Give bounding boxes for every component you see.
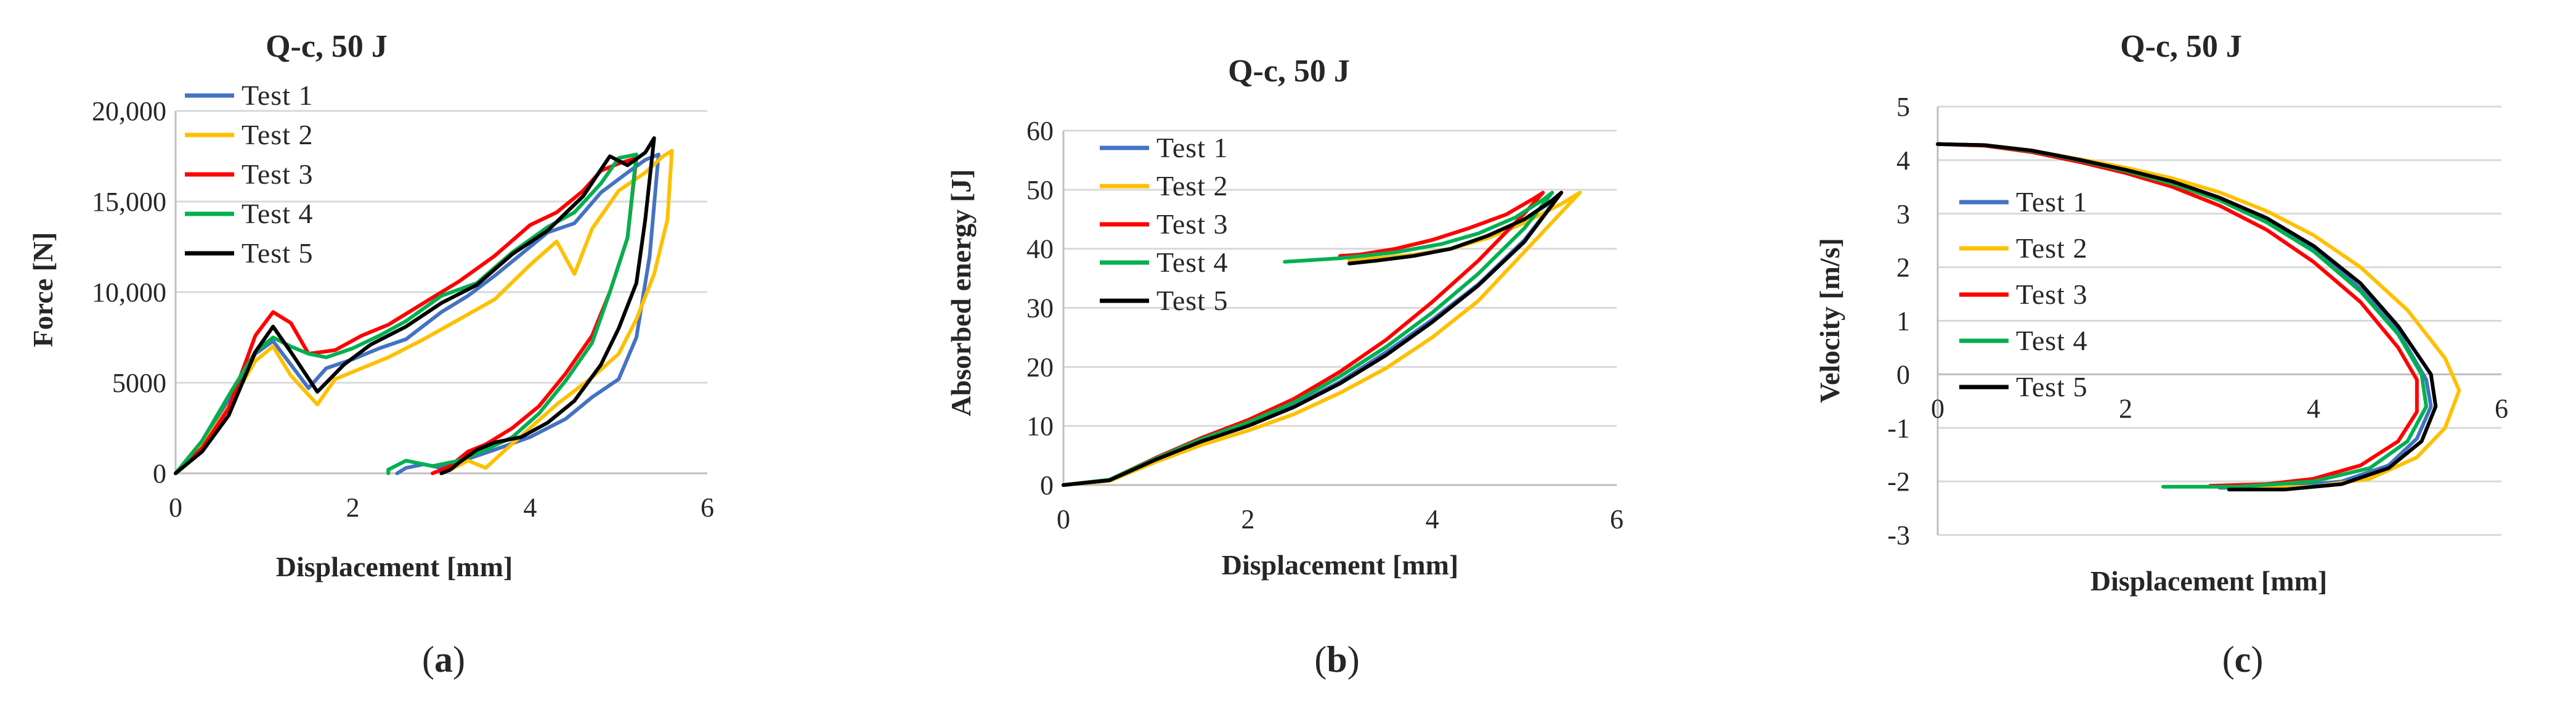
- y-tick-label-b-5: 50: [1026, 175, 1054, 205]
- legend-label-b-1: Test 1: [1156, 132, 1229, 163]
- y-tick-label-c-5: 2: [1896, 253, 1910, 283]
- x-tick-label-a-1: 2: [346, 492, 360, 523]
- x-tick-label-b-0: 0: [1057, 504, 1070, 534]
- x-tick-label-c-1: 2: [2119, 393, 2132, 423]
- y-tick-label-a-0: 0: [153, 459, 166, 489]
- series-line-c-1: [1936, 142, 2433, 490]
- legend-label-c-3: Test 3: [2016, 279, 2088, 310]
- y-tick-label-c-2: -1: [1887, 413, 1910, 443]
- x-tick-label-a-0: 0: [169, 492, 182, 523]
- legend-label-b-4: Test 4: [1156, 247, 1229, 278]
- y-tick-label-c-8: 5: [1896, 92, 1910, 122]
- y-tick-label-b-3: 30: [1026, 293, 1054, 324]
- x-axis-label-a: Displacement [mm]: [276, 551, 513, 582]
- x-axis-label-c: Displacement [mm]: [2090, 565, 2328, 597]
- panel-caption-c: (c): [2222, 639, 2264, 680]
- y-tick-label-c-0: -3: [1887, 520, 1910, 550]
- y-tick-label-c-6: 3: [1896, 199, 1910, 229]
- legend-label-a-5: Test 5: [242, 237, 314, 269]
- y-tick-label-a-3: 15,000: [92, 187, 166, 217]
- legend-label-a-2: Test 2: [242, 119, 314, 150]
- legend-a: Test 1 Test 2 Test 3 Test 4 Test 5: [185, 80, 314, 269]
- legend-label-b-5: Test 5: [1156, 285, 1229, 316]
- series-line-a-1: [174, 152, 660, 475]
- legend-label-c-5: Test 5: [2016, 371, 2088, 402]
- x-tick-label-c-0: 0: [1931, 393, 1944, 423]
- x-tick-label-b-1: 2: [1241, 504, 1254, 534]
- chart-c: -3 -2 -1 0 1 2 3 4 5 0 2 4 6 Test 1 Test 2 Test 3 Test 4…: [1814, 29, 2508, 680]
- x-tick-label-a-2: 4: [523, 492, 537, 523]
- legend-label-c-4: Test 4: [2016, 325, 2088, 356]
- y-tick-label-c-4: 1: [1896, 306, 1910, 337]
- y-tick-label-c-1: -2: [1887, 467, 1910, 497]
- legend-label-a-3: Test 3: [242, 158, 314, 190]
- y-tick-label-b-2: 20: [1026, 352, 1054, 382]
- series-line-c-5: [1936, 142, 2438, 492]
- y-tick-label-a-4: 20,000: [92, 96, 166, 126]
- legend-label-a-1: Test 1: [242, 80, 314, 111]
- series-line-a-5: [174, 136, 656, 475]
- legend-c: Test 1 Test 2 Test 3 Test 4 Test 5: [1959, 186, 2088, 402]
- y-tick-label-b-0: 0: [1040, 470, 1054, 500]
- y-axis-label-a: Force [N]: [27, 232, 59, 348]
- panel-caption-a: (a): [422, 639, 465, 680]
- series-line-a-4: [174, 152, 638, 475]
- y-tick-label-c-3: 0: [1896, 359, 1910, 390]
- x-tick-label-b-2: 4: [1426, 504, 1439, 534]
- y-tick-label-b-4: 40: [1026, 234, 1054, 264]
- legend-label-c-2: Test 2: [2016, 232, 2088, 264]
- x-tick-label-a-3: 6: [701, 492, 714, 523]
- y-axis-label-c: Velocity [m/s]: [1814, 238, 1845, 403]
- series-line-a-2: [174, 149, 674, 475]
- panel-caption-b: (b): [1314, 639, 1359, 680]
- legend-label-b-2: Test 2: [1156, 170, 1229, 202]
- y-tick-label-b-1: 10: [1026, 411, 1054, 441]
- x-tick-label-b-3: 6: [1610, 504, 1623, 534]
- series-line-c-3: [1936, 142, 2419, 488]
- series-line-b-4: [1062, 190, 1554, 487]
- series-line-a-3: [174, 156, 638, 475]
- y-axis-label-b: Absorbed energy [J]: [945, 169, 977, 416]
- y-tick-label-a-1: 5000: [112, 368, 166, 398]
- chart-title-a: Q-c, 50 J: [266, 29, 388, 64]
- legend-label-a-4: Test 4: [242, 198, 314, 229]
- legend-b: Test 1 Test 2 Test 3 Test 4 Test 5: [1100, 132, 1229, 316]
- series-line-c-4: [1936, 142, 2428, 489]
- legend-label-c-1: Test 1: [2016, 186, 2088, 218]
- legend-label-b-3: Test 3: [1156, 208, 1229, 240]
- x-tick-label-c-2: 4: [2307, 393, 2320, 423]
- x-axis-label-b: Displacement [mm]: [1222, 549, 1459, 581]
- y-tick-label-a-2: 10,000: [92, 277, 166, 308]
- x-tick-label-c-3: 6: [2495, 393, 2508, 423]
- y-tick-label-c-7: 4: [1896, 145, 1910, 176]
- y-tick-label-b-6: 60: [1026, 116, 1054, 146]
- series-line-b-5: [1062, 190, 1564, 487]
- chart-title-b: Q-c, 50 J: [1228, 54, 1350, 89]
- chart-title-c: Q-c, 50 J: [2120, 29, 2242, 64]
